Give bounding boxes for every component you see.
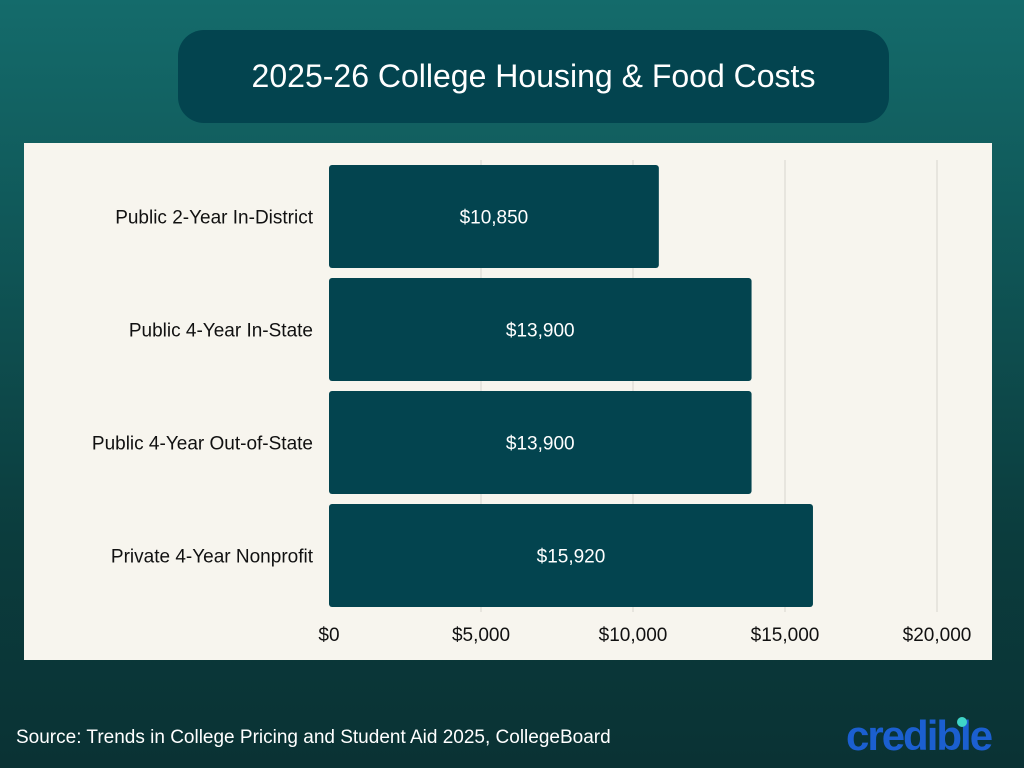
chart-title-box: 2025-26 College Housing & Food Costs bbox=[178, 30, 889, 123]
bar bbox=[329, 391, 752, 494]
logo-dot bbox=[957, 717, 967, 727]
category-label: Public 2-Year In-District bbox=[115, 208, 314, 229]
chart-title: 2025-26 College Housing & Food Costs bbox=[251, 58, 816, 94]
data-label: $13,900 bbox=[506, 321, 575, 342]
category-label: Private 4-Year Nonprofit bbox=[111, 547, 314, 568]
data-label: $13,900 bbox=[506, 434, 575, 455]
x-tick-label: $0 bbox=[318, 625, 339, 646]
x-tick-label: $15,000 bbox=[751, 625, 820, 646]
data-label: $15,920 bbox=[537, 547, 606, 568]
bar bbox=[329, 278, 752, 381]
bar bbox=[329, 504, 813, 607]
credible-logo: credible bbox=[846, 712, 993, 759]
x-tick-label: $5,000 bbox=[452, 625, 510, 646]
source-note: Source: Trends in College Pricing and St… bbox=[16, 727, 611, 748]
bar bbox=[329, 165, 659, 268]
category-label: Public 4-Year In-State bbox=[129, 321, 313, 342]
data-label: $10,850 bbox=[460, 208, 529, 229]
x-tick-label: $10,000 bbox=[599, 625, 668, 646]
category-label: Public 4-Year Out-of-State bbox=[92, 434, 313, 455]
x-tick-label: $20,000 bbox=[903, 625, 972, 646]
